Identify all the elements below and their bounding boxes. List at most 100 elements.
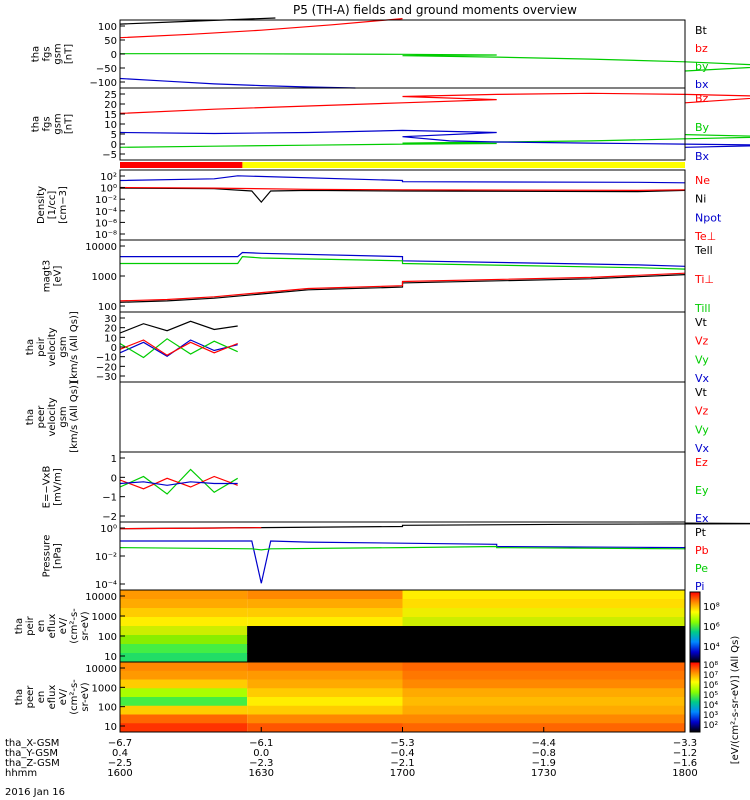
legend-entry: Vz — [695, 405, 709, 418]
y-axis-label: gsm — [53, 113, 64, 134]
colorbar-tick: 10⁸ — [703, 661, 718, 671]
y-axis-label: [1/cc] — [47, 191, 58, 220]
spectrogram-cell — [247, 608, 403, 618]
legend-entry: Te⊥ — [694, 230, 716, 243]
panel-frame — [119, 239, 686, 313]
y-tick-label: 0 — [111, 140, 117, 151]
series-line-bz — [119, 18, 403, 39]
y-axis-label: en — [36, 620, 47, 633]
y-tick-label: 10⁻² — [95, 195, 117, 206]
legend-entry: Bz — [695, 92, 709, 105]
y-axis-label: [nPa] — [53, 543, 64, 569]
y-axis-label: gsm — [58, 336, 69, 357]
legend-entry: bz — [695, 42, 708, 55]
y-axis-label: fgs — [42, 46, 53, 61]
spectrogram-cell — [402, 599, 685, 609]
spectrogram-cell — [402, 705, 685, 715]
colorbar-tick: 10³ — [703, 711, 718, 721]
y-tick-label: 10000 — [85, 242, 117, 253]
mode-bar-segment — [242, 162, 685, 168]
y-tick-label: 10⁻² — [95, 552, 117, 563]
legend-entry: Vt — [695, 316, 708, 329]
y-axis-label: [km/s (All Qs)] — [69, 381, 80, 453]
y-tick-label: 10000 — [85, 592, 117, 603]
y-axis-label: sr-eV) — [80, 682, 91, 711]
spectrogram-cell — [402, 662, 685, 672]
colorbar-tick: 10⁶ — [703, 622, 720, 633]
x-axis-date: 2016 Jan 16 — [5, 787, 65, 798]
y-tick-label: 10000 — [85, 664, 117, 675]
legend-entry: Ez — [695, 456, 708, 469]
y-axis-label: [km/s (All Qs)] — [69, 311, 80, 383]
spectrogram-cell — [120, 617, 248, 627]
x-axis-value: −1.9 — [532, 758, 556, 769]
legend-entry: by — [695, 60, 709, 73]
y-axis-label: fgs — [42, 116, 53, 131]
y-tick-label: −30 — [96, 372, 117, 383]
series-line-ti⊥ — [120, 251, 686, 267]
x-axis-value: 0.0 — [253, 748, 269, 759]
spectrogram-cell — [247, 662, 403, 672]
series-line-bx — [119, 77, 356, 89]
spectrogram-cell — [247, 705, 403, 715]
colorbar-tick: 10² — [703, 721, 718, 731]
spectrogram-cell — [247, 714, 403, 724]
colorbar-top — [689, 591, 701, 663]
series-line-ti⊥ — [119, 272, 686, 302]
y-axis-label: tha — [31, 46, 42, 62]
x-axis-value: 0.4 — [112, 748, 128, 759]
x-axis-value: 1800 — [672, 768, 697, 779]
y-axis-label: eflux — [47, 614, 58, 639]
series-line-tell — [119, 274, 686, 303]
spectrogram-cell — [402, 688, 685, 698]
spectrogram-cell — [247, 599, 403, 609]
legend-entry: Ex — [695, 512, 709, 525]
colorbar-tick: 10⁷ — [703, 671, 718, 681]
panel-frame — [119, 87, 686, 161]
legend-entry: Tell — [694, 244, 713, 257]
spectrogram-cell — [402, 644, 685, 654]
legend-entry: Pe — [695, 562, 708, 575]
y-axis-label: [mV/m] — [53, 468, 64, 506]
panel-frame — [119, 381, 686, 453]
colorbar-bottom — [689, 661, 701, 733]
y-axis-label: peir — [36, 336, 47, 356]
spectrogram-cell — [120, 608, 248, 618]
y-tick-label: 30 — [104, 314, 117, 325]
panel-pressure: 10⁰ 10⁻² 10⁻⁴ Pressure [nPa] Pt Pb Pe Pi — [42, 521, 750, 593]
spectrogram-cell — [402, 670, 685, 680]
x-axis-row-label: tha_Y-GSM — [5, 748, 58, 759]
y-axis-label: (cm²-s- — [69, 608, 80, 644]
y-tick-label: 10⁰ — [100, 524, 117, 535]
y-axis-label: [eV] — [53, 266, 64, 287]
spectrogram-cell — [120, 635, 248, 645]
y-axis-label: gsm — [53, 43, 64, 64]
y-tick-label: 0 — [111, 343, 117, 354]
legend-entry: Till — [694, 302, 711, 315]
spectrogram-cell — [120, 688, 248, 698]
y-tick-label: 1000 — [92, 683, 117, 694]
spectrogram-cell — [120, 599, 248, 609]
panel-mode — [120, 162, 685, 168]
spectrogram-cell — [402, 617, 685, 627]
x-axis-value: 1630 — [249, 768, 274, 779]
series-line-bt — [119, 17, 276, 25]
panel-frame — [119, 451, 686, 523]
y-axis-label: Density — [36, 186, 47, 224]
series-line-ex — [119, 481, 238, 486]
y-axis-label: tha — [25, 409, 36, 425]
y-axis-label: [nT] — [64, 44, 75, 64]
y-axis-label: eflux — [47, 685, 58, 710]
spectrogram-cell — [247, 697, 403, 707]
spectrogram-cell — [120, 670, 248, 680]
y-tick-label: 10 — [104, 333, 117, 344]
y-axis-label: velocity — [47, 327, 58, 366]
x-axis-value: −3.3 — [673, 738, 697, 749]
legend-entry: Vz — [695, 335, 709, 348]
spectrogram-cell — [247, 590, 403, 600]
plot-title: P5 (TH-A) fields and ground moments over… — [293, 3, 577, 17]
y-tick-label: −20 — [96, 362, 117, 373]
